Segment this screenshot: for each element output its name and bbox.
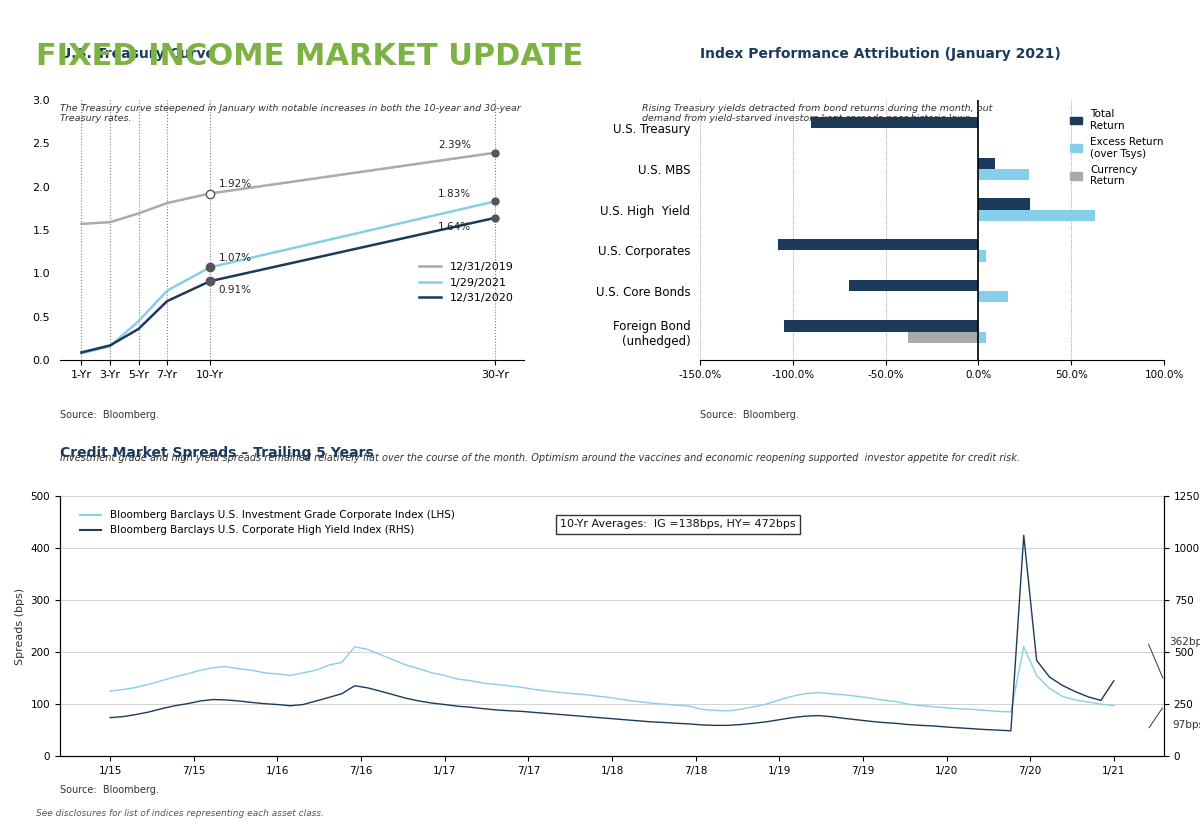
Text: Source:  Bloomberg.: Source: Bloomberg. — [60, 410, 158, 420]
Bar — [848, 280, 978, 291]
Text: 1.64%: 1.64% — [438, 222, 472, 232]
Text: Credit Market Spreads – Trailing 5 Years: Credit Market Spreads – Trailing 5 Years — [60, 445, 373, 460]
Text: Rising Treasury yields detracted from bond returns during the month, but
demand : Rising Treasury yields detracted from bo… — [642, 104, 992, 123]
Legend: Bloomberg Barclays U.S. Investment Grade Corporate Index (LHS), Bloomberg Barcla: Bloomberg Barclays U.S. Investment Grade… — [77, 506, 458, 539]
Text: 10-Yr Averages:  IG =138bps, HY= 472bps: 10-Yr Averages: IG =138bps, HY= 472bps — [560, 519, 796, 529]
Bar — [978, 250, 986, 262]
Text: Investment grade and high yield spreads remained relatively flat over the course: Investment grade and high yield spreads … — [60, 453, 1020, 463]
Text: 2.39%: 2.39% — [438, 140, 472, 150]
Text: U.S. Treasury Curve: U.S. Treasury Curve — [60, 47, 215, 61]
Bar — [778, 239, 978, 250]
Text: 0.91%: 0.91% — [218, 285, 252, 295]
Text: 97bps: 97bps — [1172, 720, 1200, 730]
Text: The Treasury curve steepened in January with notable increases in both the 10-ye: The Treasury curve steepened in January … — [60, 104, 521, 123]
Text: FIXED INCOME MARKET UPDATE: FIXED INCOME MARKET UPDATE — [36, 42, 583, 71]
Text: 1.07%: 1.07% — [218, 253, 252, 263]
Legend: 12/31/2019, 1/29/2021, 12/31/2020: 12/31/2019, 1/29/2021, 12/31/2020 — [414, 258, 518, 307]
Text: 362bps: 362bps — [1170, 637, 1200, 647]
Bar — [784, 320, 978, 332]
Text: See disclosures for list of indices representing each asset class.: See disclosures for list of indices repr… — [36, 809, 324, 818]
Text: Source:  Bloomberg.: Source: Bloomberg. — [60, 784, 158, 794]
Bar — [978, 209, 1096, 221]
Text: 1.92%: 1.92% — [218, 179, 252, 189]
Text: Source:  Bloomberg.: Source: Bloomberg. — [700, 410, 799, 420]
Bar — [811, 117, 978, 128]
Legend: Total
Return, Excess Return
(over Tsys), Currency
Return: Total Return, Excess Return (over Tsys),… — [1066, 105, 1168, 190]
Bar — [908, 332, 978, 343]
Text: Index Performance Attribution (January 2021): Index Performance Attribution (January 2… — [700, 47, 1061, 61]
Bar — [978, 332, 986, 343]
Bar — [978, 199, 1031, 209]
Bar — [978, 291, 1008, 302]
Bar — [978, 158, 995, 169]
Text: 1.83%: 1.83% — [438, 189, 472, 199]
Y-axis label: Spreads (bps): Spreads (bps) — [16, 588, 25, 665]
Bar — [978, 169, 1028, 180]
